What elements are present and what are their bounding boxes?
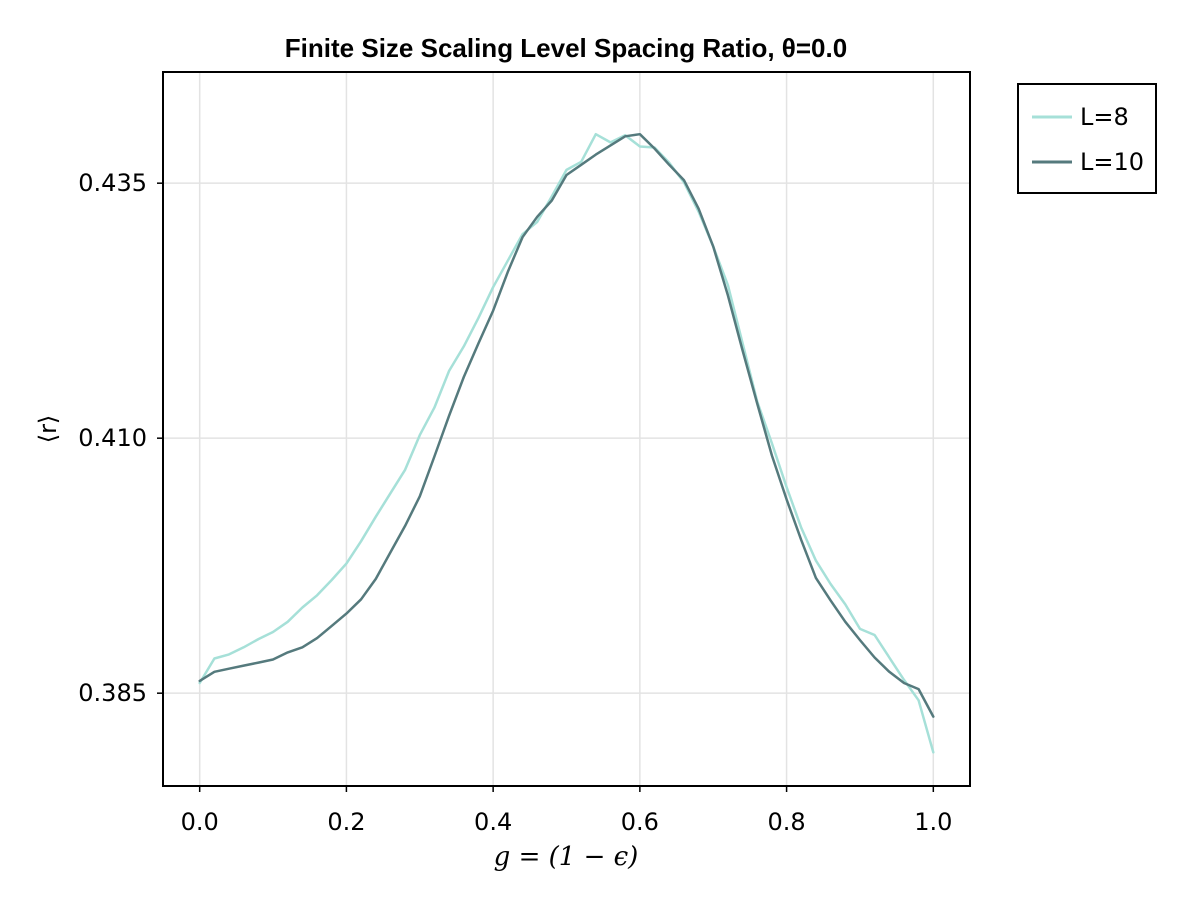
series-lines: [198, 132, 935, 754]
x-axis-label: g = (1 − ϵ): [494, 842, 639, 872]
x-tick-label: 0.0: [181, 808, 219, 836]
y-tick-label: 0.435: [78, 169, 147, 197]
y-axis-label: ⟨r⟩: [34, 415, 62, 444]
legend-label-l10: L=10: [1080, 148, 1144, 176]
axis-ticks: 0.0 0.2 0.4 0.6 0.8 1.0 0.385 0.410 0.435: [78, 169, 952, 836]
x-tick-label: 0.4: [474, 808, 512, 836]
series-line-l10: [198, 132, 935, 718]
x-tick-label: 0.2: [327, 808, 365, 836]
y-tick-label: 0.385: [78, 679, 147, 707]
y-tick-label: 0.410: [78, 424, 147, 452]
series-line-l8: [198, 132, 935, 754]
legend: L=8 L=10: [1017, 83, 1157, 194]
x-tick-label: 0.8: [768, 808, 806, 836]
legend-label-l8: L=8: [1080, 103, 1129, 131]
x-tick-label: 1.0: [914, 808, 952, 836]
grid: [163, 72, 970, 786]
x-tick-label: 0.6: [621, 808, 659, 836]
plot-frame: [162, 71, 971, 787]
legend-box: [1017, 83, 1157, 194]
chart-title: Finite Size Scaling Level Spacing Ratio,…: [285, 33, 847, 63]
